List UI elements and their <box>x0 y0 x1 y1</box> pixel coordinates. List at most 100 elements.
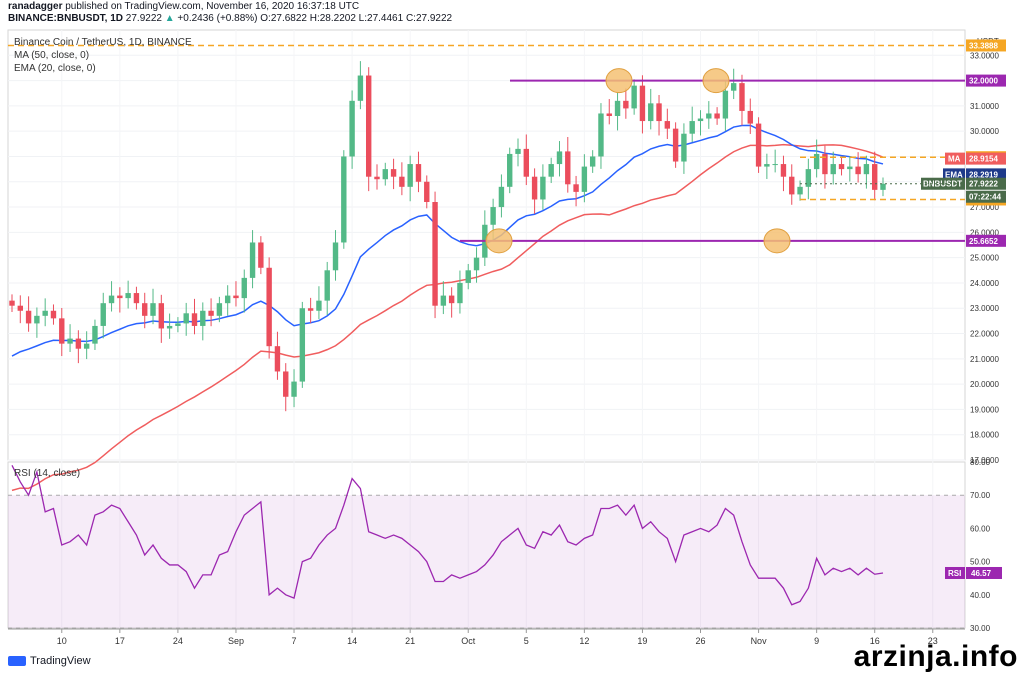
candle-body <box>863 164 870 175</box>
candle-body <box>764 164 770 167</box>
candle-body <box>291 381 297 397</box>
price-tick-label: 30.0000 <box>970 127 999 136</box>
candle-body <box>25 310 32 324</box>
time-tick-label: 26 <box>695 636 705 646</box>
highlight-circle <box>763 228 791 254</box>
rsi-pane <box>7 461 966 629</box>
last-price-tag: 27.9222 <box>969 180 998 189</box>
candle-body <box>681 133 687 162</box>
time-tick-label: 7 <box>292 636 297 646</box>
candle-body <box>415 164 422 182</box>
candle-body <box>191 313 198 326</box>
candle-body <box>697 118 704 122</box>
candle-body <box>67 338 73 344</box>
candle-body <box>382 169 388 180</box>
candle-body <box>332 242 339 271</box>
time-tick-label: 5 <box>524 636 529 646</box>
watermark: arzinja.info <box>853 640 1018 673</box>
candle-body <box>142 303 148 316</box>
candle-body <box>34 315 40 324</box>
candle-body <box>689 121 695 134</box>
candle-body <box>523 148 530 177</box>
candle-body <box>623 100 629 109</box>
candle-body <box>42 310 48 316</box>
time-tick-label: 10 <box>57 636 67 646</box>
candle-body <box>125 293 131 299</box>
candle-body <box>349 100 355 157</box>
ema-tag-name: EMA <box>945 170 963 179</box>
candle-body <box>249 242 256 278</box>
highlight-circle <box>605 68 633 94</box>
candle-body <box>813 153 820 170</box>
price-tick-label: 25.0000 <box>970 254 999 263</box>
candle-body <box>531 176 538 200</box>
timer-tag: 07:22:44 <box>969 193 1002 202</box>
candle-body <box>847 166 853 170</box>
candle-body <box>117 295 123 299</box>
time-tick-label: 19 <box>637 636 647 646</box>
price-tick-label: 24.0000 <box>970 279 999 288</box>
candle-body <box>83 343 90 349</box>
price-tick-label: 26.0000 <box>970 228 999 237</box>
candle-body <box>730 83 737 91</box>
candle-body <box>614 100 621 116</box>
time-tick-label: 14 <box>347 636 357 646</box>
time-tick-label: Sep <box>228 636 244 646</box>
candle-body <box>9 300 15 306</box>
candle-body <box>224 295 231 304</box>
rsi-tick-label: 80.00 <box>970 458 991 467</box>
candle-body <box>166 325 173 329</box>
ema20-line <box>11 124 884 357</box>
rsi-legend[interactable]: RSI (14, close) <box>14 468 81 479</box>
ema-legend[interactable]: EMA (20, close, 0) <box>14 63 96 74</box>
ma-tag-name: MA <box>948 155 961 164</box>
symbol-tag-bg <box>921 177 965 190</box>
candle-body <box>133 293 140 304</box>
price-tick-label: 18.0000 <box>970 431 999 440</box>
author-name[interactable]: ranadagger <box>8 1 63 12</box>
level-tag-label: 33.3888 <box>969 41 998 50</box>
time-tick-label: 12 <box>579 636 589 646</box>
candle-body <box>390 169 397 177</box>
rsi-value-tag-bg <box>966 566 1002 579</box>
candle-body <box>316 300 322 311</box>
candle-body <box>706 113 712 119</box>
footer-brand-label: TradingView <box>30 655 91 667</box>
time-tick-label: Nov <box>751 636 768 646</box>
candle-body <box>50 310 57 319</box>
candle-body <box>714 113 720 119</box>
candle-body <box>589 156 596 167</box>
ma-legend[interactable]: MA (50, close, 0) <box>14 50 90 61</box>
price-tick-label: 31.0000 <box>970 102 999 111</box>
candle-body <box>565 151 571 185</box>
price-tick-label: 21.0000 <box>970 355 999 364</box>
candle-body <box>357 75 364 101</box>
publish-info: ranadagger published on TradingView.com,… <box>8 1 359 12</box>
candle-body <box>208 310 214 316</box>
candle-body <box>457 282 463 304</box>
candle-body <box>540 176 546 200</box>
candle-body <box>432 202 438 306</box>
candle-body <box>656 103 662 122</box>
candle-body <box>17 305 23 311</box>
candle-body <box>755 123 762 167</box>
ma-tag-name-bg <box>945 152 965 165</box>
ema-tag-bg <box>966 168 1006 181</box>
candle-body <box>59 318 65 344</box>
candle-body <box>75 338 82 349</box>
price-tick-label: 23.0000 <box>970 304 999 313</box>
price-tick-label: 20.0000 <box>970 380 999 389</box>
rsi-tick-label: 60.00 <box>970 524 991 533</box>
candle-body <box>258 242 264 268</box>
candle-body <box>498 186 505 208</box>
candle-body <box>805 169 812 187</box>
candle-body <box>648 103 654 122</box>
candle-body <box>606 113 612 116</box>
candle-body <box>307 308 314 311</box>
candle-body <box>722 90 729 119</box>
tradingview-logo-icon <box>8 656 26 666</box>
ma-tag: 28.9154 <box>969 155 998 164</box>
footer-brand[interactable]: TradingView <box>8 655 91 667</box>
candle-body <box>872 164 878 190</box>
